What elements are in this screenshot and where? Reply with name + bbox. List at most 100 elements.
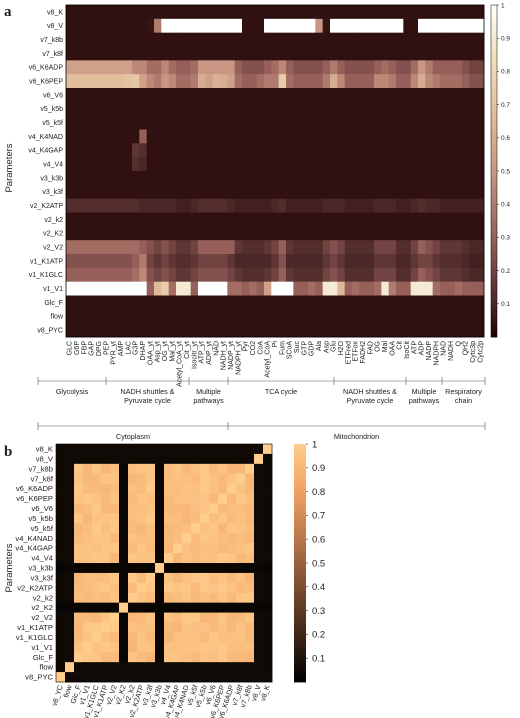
heatmap-b-cell <box>254 602 264 613</box>
heatmap-a-cell <box>102 240 111 255</box>
heatmap-a-cell <box>418 184 426 200</box>
heatmap-a-cell <box>286 88 294 103</box>
heatmap-a-cell <box>80 226 89 241</box>
heatmap-a-cell <box>66 115 74 130</box>
heatmap-a-cell <box>440 157 448 172</box>
row-label-a: v8_K <box>47 9 63 16</box>
heatmap-b-cell <box>119 553 129 564</box>
heatmap-a-cell <box>183 74 192 89</box>
heatmap-a-cell <box>293 184 302 200</box>
heatmap-a-cell <box>80 171 89 186</box>
heatmap-b-cell <box>65 533 75 544</box>
heatmap-b-cell <box>92 513 102 524</box>
heatmap-a-cell <box>264 143 272 158</box>
heatmap-a-cell <box>124 101 133 117</box>
heatmap-b-cell <box>65 612 75 623</box>
heatmap-a-cell <box>315 184 324 200</box>
row-label-b: v2_K2ATP <box>17 583 53 592</box>
heatmap-a-cell <box>154 184 162 200</box>
heatmap-a-cell <box>462 171 470 186</box>
heatmap-b-cell <box>110 503 120 514</box>
heatmap-a-cell <box>154 198 162 213</box>
heatmap-b-cell <box>119 493 129 504</box>
heatmap-b-cell <box>218 672 228 683</box>
heatmap-a-cell <box>432 267 441 283</box>
row-label-a: Glc_F <box>44 300 63 307</box>
heatmap-a-cell <box>366 143 375 158</box>
heatmap-a-cell <box>242 226 250 241</box>
heatmap-a-cell <box>337 101 346 117</box>
heatmap-a-cell <box>161 281 170 296</box>
heatmap-a-cell <box>205 32 214 47</box>
heatmap-b-cell <box>65 513 75 524</box>
colorbar-b-step <box>294 670 306 675</box>
heatmap-a-cell <box>337 281 346 296</box>
heatmap-a-cell <box>110 184 118 200</box>
heatmap-b-cell <box>56 652 66 663</box>
column-label-a: IsoCit <box>404 341 411 359</box>
heatmap-a-cell <box>242 254 250 269</box>
heatmap-b-cell <box>65 493 75 504</box>
colorbar-b-step <box>294 471 306 477</box>
heatmap-a-cell <box>124 240 133 255</box>
heatmap-a-cell <box>249 267 258 283</box>
heatmap-a-cell <box>454 323 463 338</box>
heatmap-a-cell <box>66 74 74 89</box>
heatmap-b-cell <box>218 493 228 504</box>
heatmap-a-cell <box>212 88 221 103</box>
heatmap-a-cell <box>117 184 126 200</box>
column-label-a: G6P <box>74 341 81 355</box>
heatmap-a-cell <box>256 32 265 47</box>
heatmap-a-cell <box>440 171 448 186</box>
colorbar-b-step <box>294 551 306 556</box>
heatmap-a-cell <box>139 129 148 144</box>
heatmap-a-cell <box>293 18 302 34</box>
heatmap-a-cell <box>132 323 140 338</box>
heatmap-b-cell <box>236 622 246 633</box>
heatmap-a-cell <box>462 143 470 158</box>
heatmap-b-cell <box>56 513 66 524</box>
colorbar-a-step <box>491 298 497 305</box>
heatmap-a-cell <box>249 101 258 117</box>
row-label-b: v8_V <box>36 454 54 463</box>
heatmap-b-cell <box>101 563 111 574</box>
heatmap-b-cell <box>56 523 66 534</box>
heatmap-a-cell <box>308 240 316 255</box>
heatmap-b-cell <box>218 523 228 534</box>
heatmap-a-cell <box>337 18 346 34</box>
heatmap-b-cell <box>65 483 75 494</box>
heatmap-a-cell <box>161 18 170 34</box>
heatmap-b-cell <box>263 533 273 544</box>
heatmap-b-cell <box>110 592 120 604</box>
heatmap-a-cell <box>205 157 214 172</box>
heatmap-a-cell <box>220 157 228 172</box>
heatmap-b-cell <box>218 473 228 485</box>
heatmap-a-cell <box>418 295 426 310</box>
heatmap-b-cell <box>191 592 201 604</box>
heatmap-a-cell <box>117 74 126 89</box>
heatmap-b-cell <box>191 572 201 584</box>
heatmap-a-cell <box>249 184 258 200</box>
heatmap-a-cell <box>73 240 82 255</box>
heatmap-b-cell <box>236 612 246 623</box>
heatmap-a-cell <box>220 254 228 269</box>
heatmap-a-cell <box>286 18 294 34</box>
heatmap-a-cell <box>366 323 375 338</box>
heatmap-a-cell <box>154 295 162 310</box>
heatmap-a-cell <box>278 171 287 186</box>
heatmap-a-cell <box>80 184 89 200</box>
heatmap-a-cell <box>132 267 140 283</box>
heatmap-a-cell <box>242 101 250 117</box>
heatmap-a-cell <box>286 254 294 269</box>
heatmap-a-cell <box>359 143 368 158</box>
heatmap-a-cell <box>396 323 404 338</box>
heatmap-a-cell <box>425 240 434 255</box>
heatmap-b-cell <box>92 662 102 673</box>
column-label-a: ATP_yt <box>199 341 206 363</box>
heatmap-a-cell <box>432 74 441 89</box>
colorbar-b-step <box>294 678 306 683</box>
heatmap-b-cell <box>263 523 273 534</box>
heatmap-a-cell <box>322 184 331 200</box>
heatmap-b-cell <box>128 444 138 455</box>
heatmap-a-cell <box>66 5 74 20</box>
